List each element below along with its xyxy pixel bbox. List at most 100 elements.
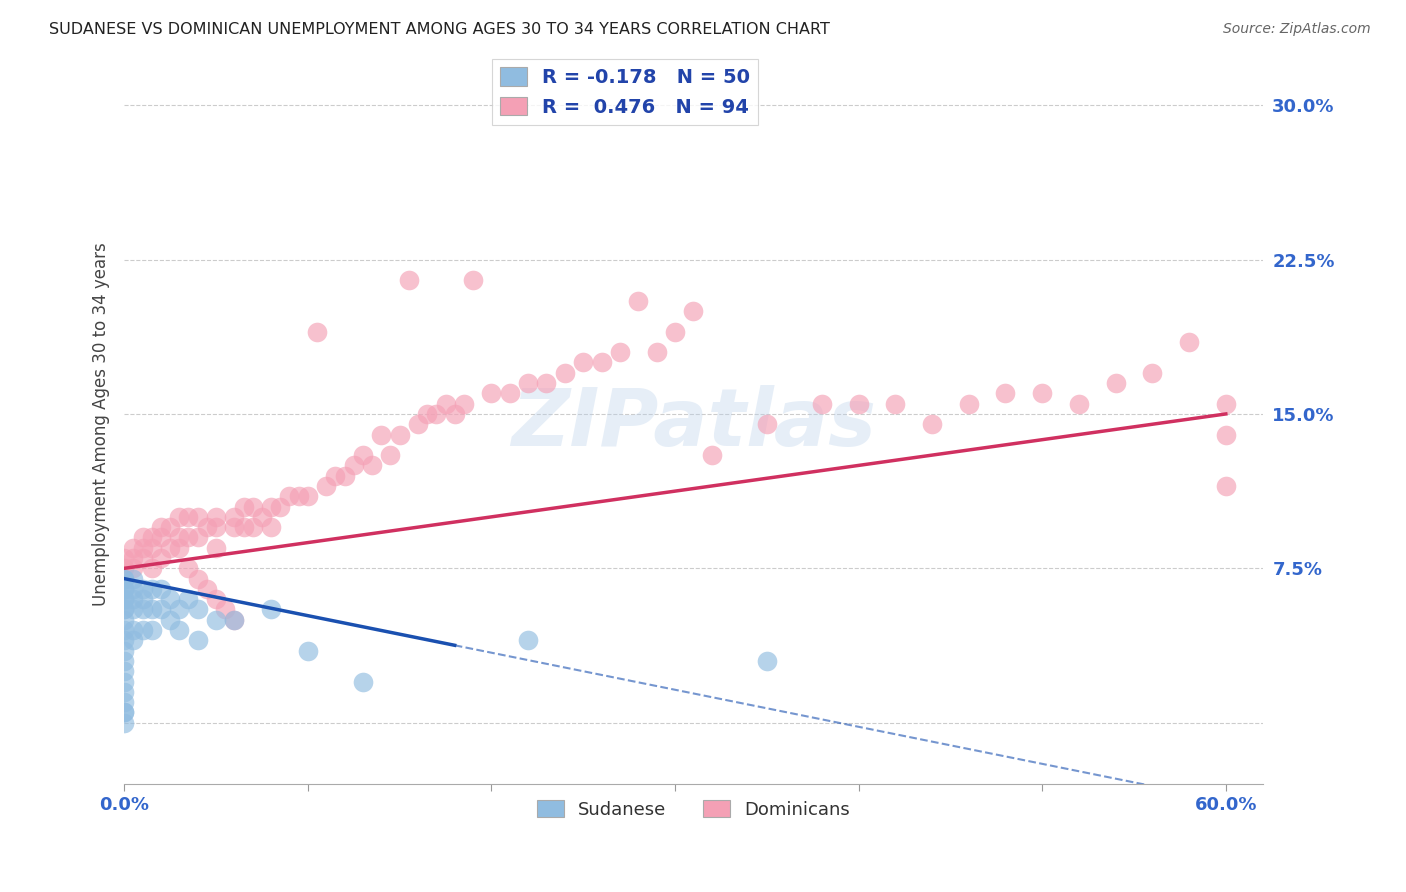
Point: [1215, 479, 1237, 493]
Point: [141, 561, 163, 575]
Point: [112, 715, 135, 730]
Point: [214, 602, 236, 616]
Point: [242, 500, 264, 514]
Point: [1178, 334, 1201, 349]
Point: [169, 602, 191, 616]
Point: [370, 427, 392, 442]
Point: [131, 531, 153, 545]
Point: [122, 582, 145, 596]
Point: [195, 582, 218, 596]
Legend: Sudanese, Dominicans: Sudanese, Dominicans: [530, 793, 858, 826]
Point: [159, 592, 181, 607]
Text: SUDANESE VS DOMINICAN UNEMPLOYMENT AMONG AGES 30 TO 34 YEARS CORRELATION CHART: SUDANESE VS DOMINICAN UNEMPLOYMENT AMONG…: [49, 22, 830, 37]
Y-axis label: Unemployment Among Ages 30 to 34 years: Unemployment Among Ages 30 to 34 years: [93, 243, 110, 607]
Point: [232, 500, 254, 514]
Point: [352, 674, 374, 689]
Point: [260, 520, 283, 534]
Point: [250, 509, 273, 524]
Point: [187, 633, 209, 648]
Point: [122, 541, 145, 555]
Point: [169, 509, 191, 524]
Point: [122, 592, 145, 607]
Point: [112, 664, 135, 678]
Point: [554, 366, 576, 380]
Point: [242, 520, 264, 534]
Point: [122, 551, 145, 566]
Point: [141, 623, 163, 637]
Point: [333, 468, 356, 483]
Point: [434, 397, 457, 411]
Text: ZIPatlas: ZIPatlas: [510, 385, 876, 463]
Point: [122, 633, 145, 648]
Point: [388, 427, 411, 442]
Point: [141, 602, 163, 616]
Point: [122, 561, 145, 575]
Point: [591, 355, 613, 369]
Point: [112, 633, 135, 648]
Point: [112, 706, 135, 720]
Point: [1067, 397, 1090, 411]
Point: [380, 448, 402, 462]
Point: [297, 643, 319, 657]
Point: [361, 458, 384, 473]
Point: [122, 623, 145, 637]
Point: [481, 386, 503, 401]
Point: [141, 541, 163, 555]
Point: [461, 273, 484, 287]
Point: [169, 623, 191, 637]
Point: [416, 407, 439, 421]
Point: [1215, 427, 1237, 442]
Point: [149, 602, 172, 616]
Point: [406, 417, 429, 432]
Point: [112, 623, 135, 637]
Point: [169, 531, 191, 545]
Point: [159, 541, 181, 555]
Point: [112, 602, 135, 616]
Point: [187, 572, 209, 586]
Point: [755, 417, 778, 432]
Point: [425, 407, 447, 421]
Point: [664, 325, 686, 339]
Point: [453, 397, 475, 411]
Point: [169, 541, 191, 555]
Point: [177, 509, 200, 524]
Point: [682, 304, 704, 318]
Point: [112, 602, 135, 616]
Point: [112, 613, 135, 627]
Point: [177, 592, 200, 607]
Point: [141, 531, 163, 545]
Point: [177, 561, 200, 575]
Point: [957, 397, 980, 411]
Point: [305, 325, 328, 339]
Point: [297, 489, 319, 503]
Point: [112, 706, 135, 720]
Point: [149, 551, 172, 566]
Point: [187, 509, 209, 524]
Point: [205, 541, 228, 555]
Point: [195, 520, 218, 534]
Point: [1031, 386, 1053, 401]
Point: [187, 602, 209, 616]
Point: [224, 613, 246, 627]
Point: [205, 592, 228, 607]
Point: [287, 489, 309, 503]
Point: [627, 293, 650, 308]
Point: [1142, 366, 1164, 380]
Point: [755, 654, 778, 668]
Point: [112, 643, 135, 657]
Point: [122, 602, 145, 616]
Point: [112, 561, 135, 575]
Point: [112, 592, 135, 607]
Point: [159, 613, 181, 627]
Point: [187, 531, 209, 545]
Point: [122, 572, 145, 586]
Point: [1104, 376, 1126, 390]
Point: [536, 376, 558, 390]
Point: [149, 531, 172, 545]
Point: [177, 531, 200, 545]
Point: [149, 582, 172, 596]
Point: [278, 489, 301, 503]
Point: [159, 520, 181, 534]
Point: [700, 448, 723, 462]
Point: [112, 592, 135, 607]
